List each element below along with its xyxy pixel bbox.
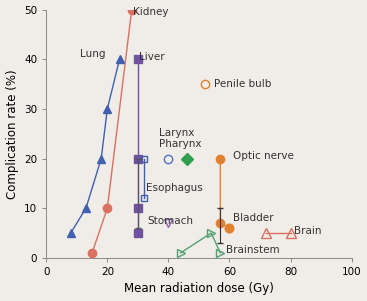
Text: Larynx
Pharynx: Larynx Pharynx xyxy=(159,128,202,150)
Text: Lung: Lung xyxy=(80,49,105,59)
Text: Bladder: Bladder xyxy=(233,213,273,223)
Y-axis label: Complication rate (%): Complication rate (%) xyxy=(6,69,19,199)
Text: Stomach: Stomach xyxy=(147,216,193,226)
Text: Esophagus: Esophagus xyxy=(145,183,202,193)
Text: Optic nerve: Optic nerve xyxy=(233,151,293,161)
Text: Penile bulb: Penile bulb xyxy=(214,79,272,89)
Text: Liver: Liver xyxy=(139,52,165,62)
Text: Kidney: Kidney xyxy=(133,7,169,17)
Text: Brain: Brain xyxy=(294,225,321,236)
X-axis label: Mean radiation dose (Gy): Mean radiation dose (Gy) xyxy=(124,282,274,296)
Text: Brainstem: Brainstem xyxy=(226,245,280,256)
